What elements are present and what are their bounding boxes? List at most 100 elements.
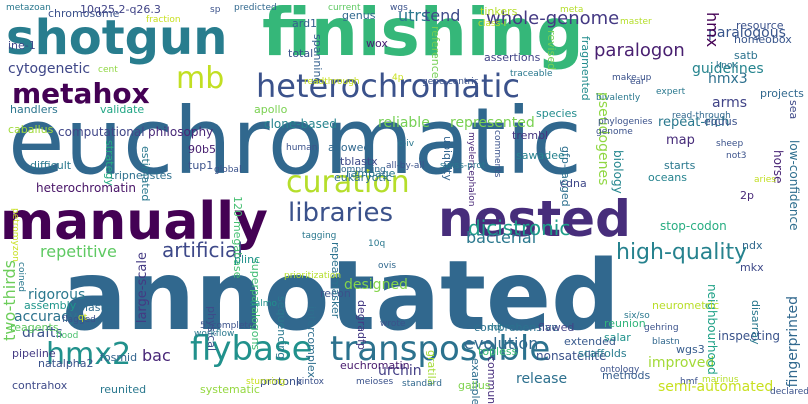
cloud-word: qt [78, 313, 88, 323]
cloud-word: high-quality [616, 240, 748, 265]
cloud-word: philosophy [148, 125, 214, 139]
cloud-word: 90b5 [188, 143, 216, 156]
cloud-word: stop-codon [660, 219, 727, 233]
cloud-word: starts [664, 159, 696, 172]
cloud-word: human [286, 143, 318, 153]
cloud-word: eukaryotic [334, 171, 392, 184]
cloud-word: wrote [380, 319, 406, 329]
cloud-word: wgs [390, 3, 408, 13]
cloud-word: hmx3 [708, 71, 748, 87]
cloud-word: ear [630, 77, 645, 87]
cloud-word: gratila [425, 350, 438, 386]
cloud-word: sequencing [275, 296, 288, 360]
cloud-word: flybase [190, 329, 313, 369]
cloud-word: release [516, 371, 568, 387]
cloud-word: repeatmasker [329, 242, 342, 319]
cloud-word: cytogenetic [8, 61, 91, 77]
cloud-word: sp [210, 5, 221, 15]
cloud-word: community [485, 356, 498, 404]
cloud-word: oceans [648, 171, 687, 184]
cloud-word: paralogous [708, 25, 786, 41]
cloud-word: declared [770, 387, 808, 397]
cloud-word: metazoan [6, 3, 51, 13]
cloud-word: prioritization [284, 271, 342, 281]
cloud-word: comprising [336, 165, 386, 175]
cloud-word: cent [98, 65, 118, 75]
cloud-word: heterochromatin [36, 181, 136, 195]
cloud-word: fingerprinted [785, 296, 801, 388]
cloud-word: map [666, 133, 695, 148]
cloud-word: tripneustes [110, 169, 173, 182]
cloud-word: pipeline [12, 347, 56, 360]
cloud-word: tblastx [340, 155, 378, 168]
cloud-word: reagents [10, 321, 59, 334]
cloud-word: myelencephalon [466, 132, 476, 207]
cloud-word: bac [142, 346, 171, 365]
cloud-word: bivalently [596, 93, 641, 103]
cloud-word: ddt [488, 323, 503, 333]
cloud-word: assertions [484, 51, 541, 64]
cloud-word: accuracy [14, 309, 78, 325]
cloud-word: urchin [378, 363, 422, 379]
cloud-word: annotated [62, 240, 620, 352]
cloud-word: cdna [560, 177, 587, 190]
cloud-word: allowed [328, 141, 371, 154]
cloud-word: low-confidence [787, 140, 801, 231]
cloud-word: ndx [742, 239, 763, 252]
cloud-word: workflow [194, 329, 235, 339]
cloud-word: whole-genome [486, 8, 620, 29]
cloud-word: equus [704, 115, 738, 128]
cloud-word: natalpha2 [38, 357, 94, 370]
cloud-word: knox [716, 61, 738, 71]
cloud-word: gallus [458, 379, 491, 392]
cloud-word: large-scale [135, 252, 150, 324]
cloud-word: mkx [740, 261, 764, 274]
cloud-word: class-i [478, 19, 507, 29]
cloud-word: shotgun [6, 10, 228, 66]
cloud-word: pseudogenes [595, 92, 611, 186]
cloud-word: predicted [234, 3, 277, 13]
cloud-word: metahox [12, 77, 150, 110]
cloud-word: represented [450, 115, 535, 131]
cloud-word: genome [596, 127, 633, 137]
cloud-word: euchromatic [8, 88, 583, 195]
cloud-word: dicistronic [468, 216, 571, 240]
cloud-word: protonk [260, 375, 303, 388]
cloud-word: methods [602, 369, 651, 382]
cloud-word: fragmented [579, 36, 592, 101]
cloud-word: disarray [749, 300, 762, 345]
cloud-word: species [536, 107, 578, 120]
cloud-word: nonsatellite [536, 349, 607, 363]
cloud-word: improved [648, 355, 715, 371]
cloud-word: phylogenies [598, 117, 653, 127]
cloud-word: nested [438, 190, 631, 248]
cloud-word: salmo [250, 299, 277, 309]
cloud-word: traceable [510, 69, 553, 79]
cloud-word: estimated [139, 146, 152, 202]
cloud-word: utrs [398, 6, 430, 25]
cloud-word: sheep [716, 139, 744, 149]
cloud-word: trembl [512, 129, 549, 142]
cloud-word: all-by-all [386, 161, 425, 171]
cloud-word: blaster [78, 301, 117, 314]
cloud-word: blastn [652, 337, 680, 347]
cloud-word: repeat-rich [658, 115, 730, 130]
cloud-word: petromyzon [10, 208, 20, 262]
cloud-word: repetitive [40, 242, 117, 261]
cloud-word: degradfp [355, 300, 368, 350]
cloud-word: 10q25.2-q26.3 [80, 3, 161, 16]
cloud-word: rigorous [28, 287, 86, 303]
cloud-word: make-up [612, 73, 652, 83]
cloud-word: extended [564, 335, 616, 348]
cloud-word: neighbourhood [705, 284, 719, 375]
cloud-word: systematic [200, 383, 260, 396]
cloud-word: libraries [288, 198, 394, 228]
cloud-word: biology [611, 150, 625, 194]
cloud-word: aries [754, 175, 776, 185]
cloud-word: superparalogons [249, 258, 262, 351]
cloud-word: tinkers [480, 5, 518, 18]
cloud-word: chromosome [48, 7, 120, 20]
cloud-word: 2p [740, 189, 754, 202]
cloud-word: reference [429, 26, 442, 79]
cloud-word: comprehensive [474, 321, 559, 334]
